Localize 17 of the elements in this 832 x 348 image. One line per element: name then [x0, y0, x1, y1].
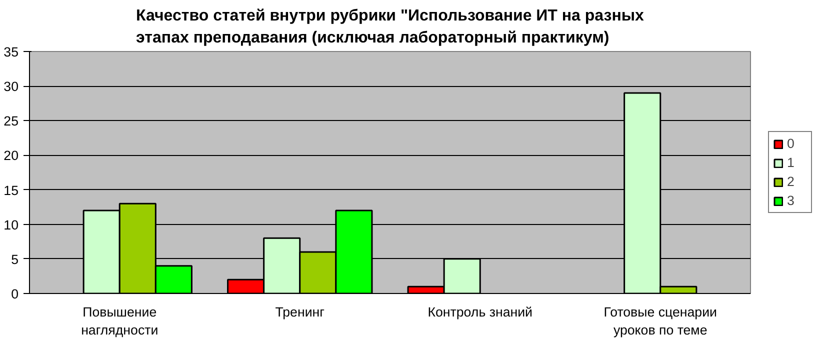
legend-label: 2 [787, 174, 796, 189]
y-tick-label: 15 [4, 182, 19, 198]
x-tick-label: Готовые сценарии уроков по теме [604, 304, 717, 338]
x-tick-label: Контроль знаний [428, 304, 532, 320]
legend-label: 1 [787, 155, 796, 170]
x-tick-label: Тренинг [275, 304, 325, 320]
y-tick-label: 0 [11, 286, 19, 302]
y-tick-label: 10 [4, 217, 19, 232]
x-tick-label: Повышение наглядности [81, 304, 158, 338]
legend-label: 3 [787, 193, 796, 208]
y-tick-label: 5 [11, 252, 19, 267]
legend-label: 0 [787, 136, 796, 151]
chart-title: Качество статей внутри рубрики "Использование ИТ на разных этапах преподавания (исключая лабораторный практикум) [136, 7, 644, 46]
y-tick-label: 30 [4, 79, 19, 94]
y-tick-label: 35 [4, 44, 19, 60]
y-tick-label: 20 [4, 148, 19, 164]
y-tick-label: 25 [4, 114, 19, 129]
